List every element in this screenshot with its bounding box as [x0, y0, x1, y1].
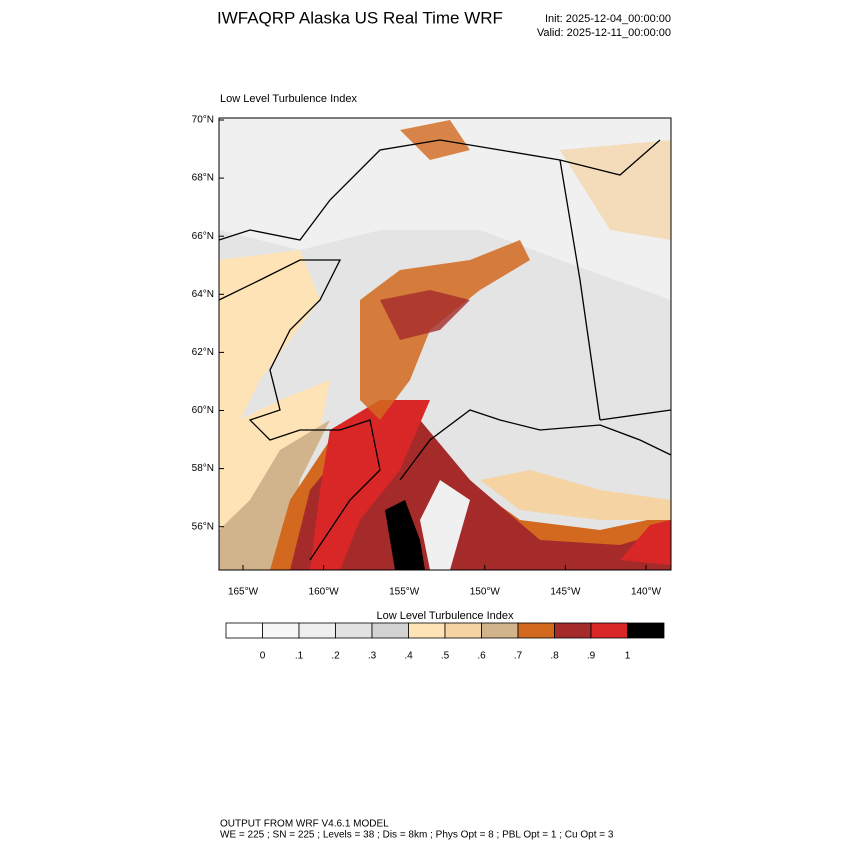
- lat-label: 70°N: [192, 115, 214, 126]
- colorbar-swatch: [444, 622, 482, 639]
- lat-label: 68°N: [192, 173, 214, 184]
- lon-label: 140°W: [631, 587, 662, 598]
- colorbar-title: Low Level Turbulence Index: [377, 610, 514, 622]
- colorbar-swatch: [517, 622, 555, 639]
- colorbar-label: .8: [550, 651, 559, 662]
- lon-label: 160°W: [309, 587, 340, 598]
- lat-label: 62°N: [192, 347, 214, 358]
- colorbar: 0 .1 .2 .3 .4 .5 .6 .7 .8 .9 1: [225, 622, 665, 662]
- footer-line: OUTPUT FROM WRF V4.6.1 MODEL: [220, 819, 389, 830]
- map-frame: [218, 117, 672, 571]
- colorbar-label: .4: [404, 651, 413, 662]
- lon-label: 145°W: [550, 587, 581, 598]
- valid-time: Valid: 2025-12-11_00:00:00: [537, 27, 671, 39]
- colorbar-swatch: [408, 622, 446, 639]
- colorbar-swatch: [262, 622, 300, 639]
- colorbar-label: .3: [368, 651, 377, 662]
- lat-label: 60°N: [192, 405, 214, 416]
- colorbar-swatch: [590, 622, 628, 639]
- lat-label: 66°N: [192, 231, 214, 242]
- colorbar-label: .1: [295, 651, 304, 662]
- footer-line: WE = 225 ; SN = 225 ; Levels = 38 ; Dis …: [220, 830, 614, 841]
- colorbar-label: .2: [331, 651, 340, 662]
- colorbar-swatch: [627, 622, 665, 639]
- lon-label: 155°W: [389, 587, 420, 598]
- graticule-labels: 70°N 68°N 66°N 64°N 62°N 60°N 58°N 56°N 165°W 160…: [192, 115, 662, 598]
- colorbar-label: .6: [477, 651, 486, 662]
- colorbar-swatch: [481, 622, 519, 639]
- init-time: Init: 2025-12-04_00:00:00: [545, 13, 671, 25]
- colorbar-label: 0: [260, 651, 266, 662]
- colorbar-swatch: [335, 622, 373, 639]
- colorbar-swatch: [554, 622, 592, 639]
- colorbar-swatch: [225, 622, 263, 639]
- colorbar-swatch: [298, 622, 336, 639]
- lon-label: 165°W: [228, 587, 259, 598]
- lon-label: 150°W: [470, 587, 501, 598]
- colorbar-label: 1: [625, 651, 631, 662]
- colorbar-label: .7: [514, 651, 523, 662]
- colorbar-label: .5: [441, 651, 450, 662]
- title: IWFAQRP Alaska US Real Time WRF: [217, 8, 503, 27]
- colorbar-swatch: [371, 622, 409, 639]
- lat-label: 56°N: [192, 521, 214, 532]
- lat-label: 64°N: [192, 289, 214, 300]
- lat-label: 58°N: [192, 463, 214, 474]
- colorbar-label: .9: [587, 651, 596, 662]
- map-subtitle: Low Level Turbulence Index: [220, 93, 357, 105]
- coastlines: [218, 139, 672, 561]
- map-field: [219, 118, 671, 570]
